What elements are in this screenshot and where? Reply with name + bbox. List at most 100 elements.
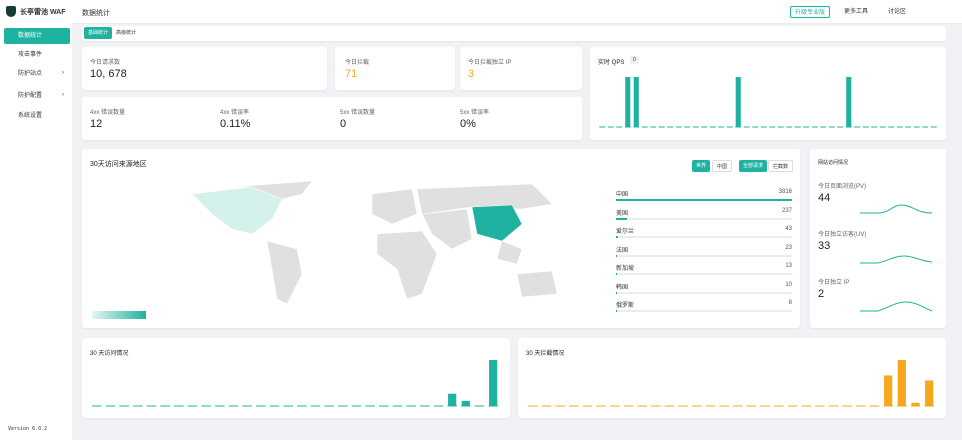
toggle[interactable]: 中国 [712, 160, 733, 172]
bar [625, 77, 631, 127]
bar-track [616, 310, 792, 312]
country: 中国 [616, 192, 629, 198]
menu-item[interactable]: 防护配置 [18, 93, 43, 99]
qps-badge: 0 [630, 56, 639, 64]
bar-track [616, 254, 792, 257]
bar [925, 380, 934, 406]
chevron: › [62, 92, 64, 98]
stat-label: 4xx 错误数量 [90, 110, 126, 116]
logo-text: 长亭雷池 WAF [20, 9, 66, 16]
forum-button[interactable]: 讨论区 [884, 6, 911, 18]
visit-value: 33 [818, 240, 831, 252]
site-visits-card: 网站访问情况 今日页面浏览(PV) 44 今日独立访客(UV) 33 今日独立 … [810, 149, 946, 328]
bar [616, 236, 618, 238]
tab[interactable]: 基础统计 [84, 27, 113, 39]
visit-label: 今日页面浏览(PV) [818, 184, 867, 190]
toggle[interactable]: 拦截数 [768, 160, 794, 172]
bar [616, 199, 792, 201]
count: 43 [785, 226, 792, 232]
visit-label: 今日独立访客(UV) [818, 232, 867, 238]
card-title: 网站访问情况 [818, 160, 849, 166]
stat-label: 今日拦截 [345, 60, 370, 66]
count: 13 [785, 263, 792, 269]
page-title: 数据统计 [82, 10, 110, 17]
count: 23 [785, 244, 792, 251]
chart-title: 30 天拦截情况 [526, 351, 565, 357]
menu-item[interactable]: 系统设置 [18, 113, 43, 119]
menu-item[interactable]: 攻击事件 [18, 52, 43, 58]
bar [461, 400, 470, 406]
bar [911, 402, 920, 406]
stat-card: 今日拦截 71 [335, 47, 455, 90]
toggle[interactable]: 世界 [692, 160, 711, 172]
chart-title: 实时 QPS [598, 60, 625, 66]
blocks-card: 30 天拦截情况 [518, 338, 946, 418]
count: 237 [781, 207, 792, 214]
stat-value: 0 [340, 118, 347, 130]
bar [846, 77, 852, 127]
sparklines [860, 204, 932, 312]
icon-button[interactable] [934, 6, 946, 18]
stat-value: 12 [90, 118, 103, 130]
upgrade-button[interactable]: 升级专业版 [790, 6, 831, 18]
bar-track [616, 217, 792, 220]
stat-value: 10, 678 [90, 68, 127, 80]
visit-value: 44 [818, 192, 831, 204]
country: 美国 [616, 210, 629, 217]
error-stats-card: 4xx 错误数量 12 4xx 错误率 0.11% 5xx 错误数量 0 5xx… [82, 97, 582, 140]
country: 韩国 [616, 284, 629, 291]
icon-button[interactable] [916, 6, 928, 18]
bar [616, 254, 618, 257]
world-map [191, 180, 558, 305]
country: 爱尔兰 [616, 229, 635, 235]
blocks-chart [528, 360, 934, 407]
bar [884, 375, 893, 406]
stat-label: 5xx 错误数量 [340, 110, 376, 116]
country: 法国 [616, 247, 629, 254]
bar [616, 273, 617, 275]
visit-label: 今日独立 IP [818, 280, 850, 286]
map-legend [92, 311, 146, 319]
bar [633, 77, 639, 127]
tab[interactable]: 高级统计 [112, 27, 141, 39]
qps-card: 实时 QPS 0 [590, 47, 946, 140]
bar-track [616, 291, 792, 294]
map-card: 30天访问来源地区 世界 中国 全部请求 拦截数 中国 3816 美国 237 爱尔兰 4… [82, 149, 800, 328]
stat-label: 今日拦截独立 IP [468, 60, 512, 66]
stat-value: 71 [345, 68, 358, 80]
menu-item[interactable]: 防护站点 [18, 71, 43, 77]
bar-track [616, 236, 792, 238]
country: 俄罗斯 [616, 303, 635, 309]
visit-value: 2 [818, 288, 825, 300]
chevron: › [62, 70, 64, 76]
version: Version 6.0.2 [8, 426, 48, 432]
logo-icon [6, 6, 16, 17]
stat-card: 今日拦截独立 IP 3 [460, 47, 582, 90]
stat-label: 4xx 错误率 [220, 110, 250, 116]
bar [897, 360, 906, 406]
menu-item[interactable]: 数据统计 [4, 28, 70, 44]
visits-chart [92, 360, 498, 407]
count: 3816 [778, 189, 792, 195]
count: 10 [785, 281, 792, 288]
tabs: 基础统计 高级统计 [82, 26, 946, 41]
chart-title: 30 天访问情况 [90, 351, 129, 357]
bar [448, 393, 457, 406]
country: 新加坡 [616, 266, 635, 272]
count: 8 [788, 300, 792, 306]
stat-card: 今日请求数 10, 678 [82, 47, 327, 90]
toggle[interactable]: 全部请求 [739, 160, 768, 172]
bar-track [616, 273, 792, 275]
map-title: 30天访问来源地区 [90, 161, 147, 168]
ranking-list: 中国 3816 美国 237 爱尔兰 43 法国 23 新加坡 13 韩国 10 俄罗斯 8 [616, 189, 792, 319]
stat-label: 5xx 错误率 [460, 110, 490, 116]
bar [489, 360, 498, 406]
sidebar: 长亭雷池 WAF 数据统计 攻击事件 防护站点 › 防护配置 › 系统设置 Ve… [0, 0, 72, 440]
tools-button[interactable]: 更多工具 [840, 6, 873, 18]
qps-chart [599, 77, 937, 128]
bar [616, 217, 627, 220]
topbar: 数据统计 升级专业版 更多工具 讨论区 [72, 0, 962, 24]
stat-label: 今日请求数 [90, 60, 121, 66]
bar [735, 77, 741, 127]
